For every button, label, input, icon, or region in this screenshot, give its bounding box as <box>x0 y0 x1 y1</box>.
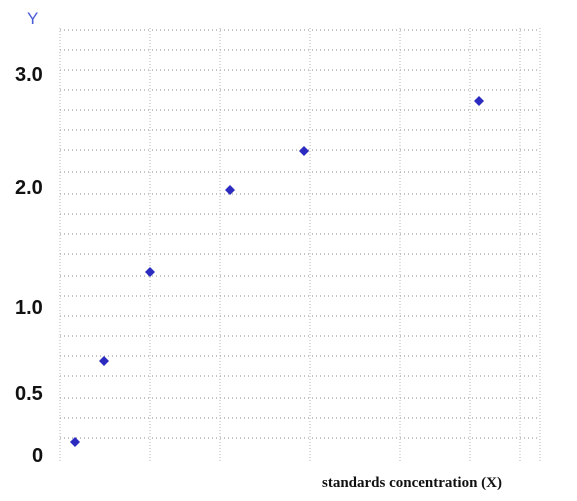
data-point <box>225 185 235 195</box>
y-tick-label: 2.0 <box>15 177 43 199</box>
data-points <box>70 96 484 447</box>
y-axis-label: Y <box>27 9 38 28</box>
y-tick-label: 0 <box>32 445 43 467</box>
x-axis-label: standards concentration (X) <box>322 475 502 491</box>
y-tick-label: 0.5 <box>15 383 43 405</box>
y-tick-label: 1.0 <box>15 297 43 319</box>
y-tick-label: 3.0 <box>15 64 43 86</box>
data-point <box>145 267 155 277</box>
data-point <box>70 437 80 447</box>
grid <box>59 28 541 462</box>
data-point <box>299 146 309 156</box>
data-point <box>99 356 109 366</box>
data-point <box>474 96 484 106</box>
